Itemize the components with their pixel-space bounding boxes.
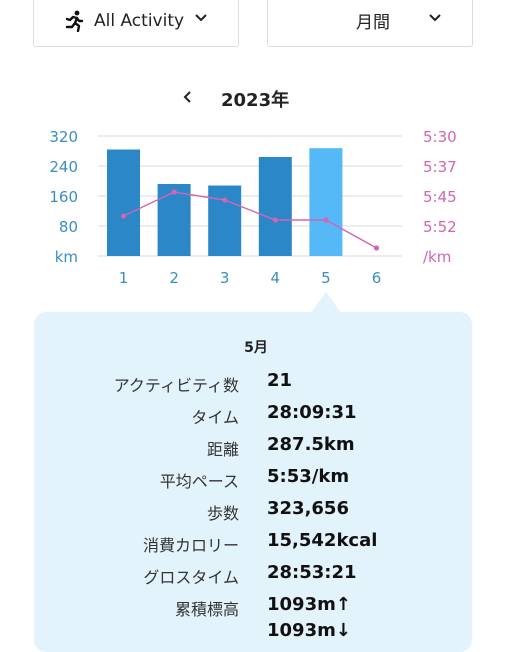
pace-point-month-1 bbox=[120, 213, 127, 219]
pace-point-month-2 bbox=[171, 189, 177, 195]
activity-filter-dropdown[interactable]: All Activity bbox=[33, 0, 239, 47]
elevation-down-value: 1093m↓ bbox=[267, 620, 351, 641]
pace-point-month-3 bbox=[222, 197, 228, 203]
detail-row: 距離 287.5km bbox=[0, 434, 512, 460]
detail-row-label: タイム bbox=[191, 408, 239, 427]
detail-row-label: アクティビティ数 bbox=[113, 376, 239, 395]
y-left-tick-label: 320 bbox=[49, 128, 78, 146]
year-navigation: 2023年 bbox=[0, 84, 512, 112]
detail-row: 歩数 323,656 bbox=[0, 498, 512, 524]
chevron-down-icon bbox=[429, 14, 441, 22]
x-tick-label: 4 bbox=[271, 269, 281, 287]
pace-point-month-5 bbox=[323, 217, 329, 223]
detail-row-label: 歩数 bbox=[206, 504, 239, 523]
y-right-tick-label: /km bbox=[423, 248, 451, 266]
detail-month-title: 5月 bbox=[244, 340, 268, 356]
month-detail-panel bbox=[34, 312, 472, 652]
detail-row-value: 15,542kcal bbox=[267, 530, 378, 551]
y-right-tick-label: 5:30 bbox=[423, 128, 457, 146]
x-tick-label: 5 bbox=[321, 269, 331, 287]
y-right-tick-label: 5:37 bbox=[423, 158, 457, 176]
year-label: 2023年 bbox=[221, 90, 290, 111]
activity-filter-label: All Activity bbox=[94, 10, 185, 31]
y-left-tick-label: 80 bbox=[59, 218, 78, 236]
detail-row: タイム 28:09:31 bbox=[0, 402, 512, 428]
y-left-tick-label: 240 bbox=[49, 158, 78, 176]
previous-year-button[interactable] bbox=[180, 86, 196, 108]
detail-row-value: 28:09:31 bbox=[267, 402, 357, 423]
running-icon bbox=[65, 10, 84, 32]
x-tick-label: 3 bbox=[220, 269, 230, 287]
detail-row-label: 距離 bbox=[206, 440, 239, 459]
monthly-chart[interactable]: 320 240 160 80 km 5:30 5:37 5:45 5:52/km 1 2 3 4 5 6 bbox=[0, 120, 512, 290]
bar-month-2 bbox=[157, 184, 191, 256]
detail-row-value: 323,656 bbox=[267, 498, 349, 519]
chevron-down-icon bbox=[195, 14, 207, 22]
y-right-tick-label: 5:45 bbox=[423, 188, 457, 206]
detail-row: グロスタイム 28:53:21 bbox=[0, 562, 512, 588]
pace-line bbox=[123, 191, 377, 249]
detail-row: 平均ペース 5:53/km bbox=[0, 466, 512, 492]
detail-row-value: 28:53:21 bbox=[267, 562, 357, 583]
bar-month-1 bbox=[107, 149, 140, 256]
pace-point-month-6 bbox=[373, 245, 380, 251]
detail-row-label: 平均ペース bbox=[159, 472, 239, 491]
x-tick-label: 2 bbox=[169, 269, 179, 287]
pace-point-month-4 bbox=[272, 217, 278, 223]
detail-row-label: 累積標高 bbox=[174, 600, 239, 619]
period-filter-dropdown[interactable]: 月間 bbox=[267, 0, 473, 47]
y-left-tick-label: km bbox=[55, 248, 78, 266]
detail-row-value: 1093m↑ bbox=[267, 594, 351, 615]
x-tick-label: 1 bbox=[119, 269, 129, 287]
detail-row: 消費カロリー 15,542kcal bbox=[0, 530, 512, 556]
detail-row: 累積標高 1093m↑ bbox=[0, 594, 512, 620]
bar-month-3 bbox=[208, 185, 242, 256]
detail-row-value: 5:53/km bbox=[267, 466, 350, 487]
y-right-tick-label: 5:52 bbox=[423, 218, 457, 236]
period-filter-label: 月間 bbox=[356, 13, 390, 33]
detail-row-label: グロスタイム bbox=[143, 568, 239, 587]
detail-row: 1093m↓ bbox=[0, 620, 512, 646]
x-tick-label: 6 bbox=[372, 269, 382, 287]
detail-row-label: 消費カロリー bbox=[142, 536, 239, 555]
bar-month-5 bbox=[309, 148, 343, 256]
detail-row-value: 21 bbox=[267, 370, 293, 391]
detail-row: アクティビティ数 21 bbox=[0, 370, 512, 396]
detail-row-value: 287.5km bbox=[267, 434, 355, 455]
selected-month-pointer bbox=[310, 292, 342, 314]
y-left-tick-label: 160 bbox=[49, 188, 78, 206]
bar-month-4 bbox=[258, 157, 292, 256]
